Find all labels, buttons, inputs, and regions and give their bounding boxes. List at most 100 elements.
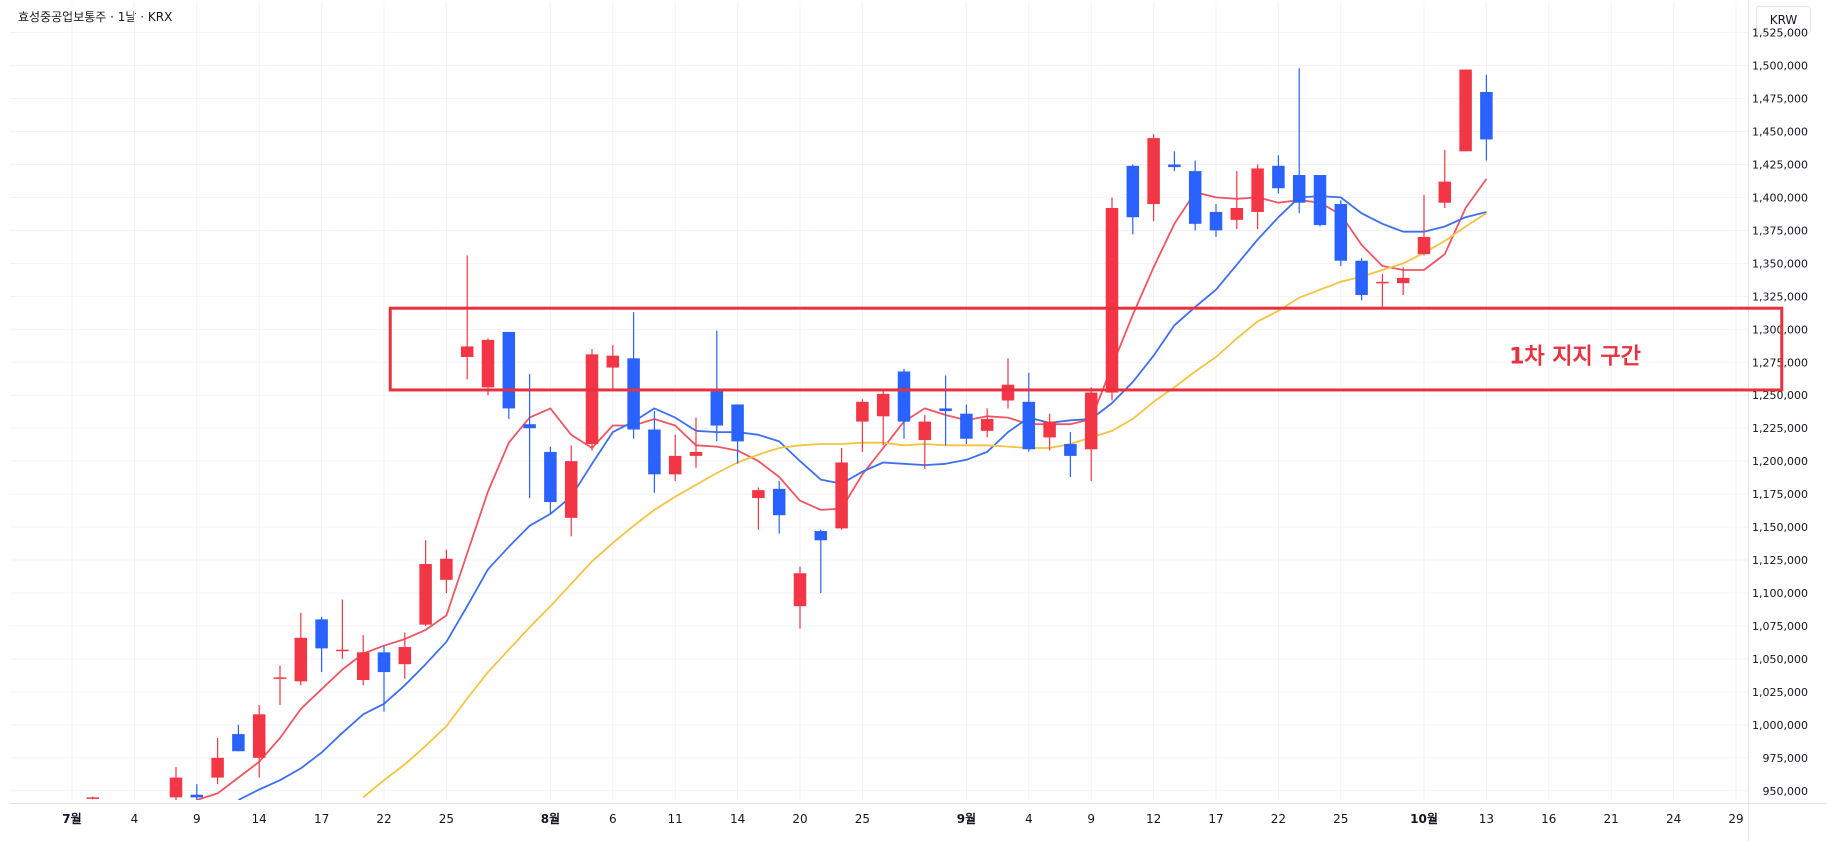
candle-up (398, 647, 412, 665)
y-tick-label: 1,475,000 (1752, 93, 1808, 106)
candle-up (1438, 181, 1452, 203)
x-tick-label: 4 (131, 812, 139, 826)
candle-up (668, 455, 682, 475)
y-tick-label: 1,225,000 (1752, 422, 1808, 435)
y-tick-label: 1,500,000 (1752, 60, 1808, 73)
candle-down (1209, 211, 1223, 231)
candle-down (1188, 171, 1202, 224)
y-tick-label: 1,050,000 (1752, 653, 1808, 666)
x-tick-label: 14 (730, 812, 745, 826)
candle-up (440, 558, 453, 580)
x-tick-label: 25 (439, 812, 454, 826)
candle-up (585, 354, 599, 445)
candle-down (232, 734, 245, 752)
candle-up (460, 346, 474, 357)
x-tick-label: 25 (1333, 812, 1348, 826)
x-tick-label: 25 (855, 812, 870, 826)
y-tick-label: 1,275,000 (1752, 356, 1808, 369)
y-tick-label: 1,100,000 (1752, 587, 1808, 600)
candle-up (564, 461, 578, 518)
x-tick-label: 11 (668, 812, 683, 826)
y-tick-label: 950,000 (1763, 785, 1809, 798)
y-tick-label: 1,300,000 (1752, 323, 1808, 336)
candle-down (731, 404, 744, 442)
candle-down (190, 794, 204, 798)
y-tick-label: 975,000 (1763, 752, 1809, 765)
y-tick-label: 1,075,000 (1752, 620, 1808, 633)
candle-down (939, 408, 952, 412)
x-tick-label: 9 (193, 812, 201, 826)
y-tick-label: 1,000,000 (1752, 719, 1808, 732)
x-tick-label: 29 (1728, 812, 1743, 826)
candle-up (1376, 281, 1389, 284)
x-tick-label: 13 (1479, 812, 1494, 826)
x-tick-label: 7월 (62, 811, 81, 826)
candle-down (814, 531, 828, 541)
chart-title: 효성중공업보통주 · 1날 · KRX (18, 10, 173, 24)
candle-down (315, 619, 328, 649)
y-tick-label: 1,125,000 (1752, 554, 1808, 567)
candle-up (918, 421, 932, 441)
x-tick-label: 16 (1541, 812, 1556, 826)
candle-up (356, 652, 370, 681)
candle-down (1168, 164, 1181, 168)
moving-average-line-3 (362, 212, 1487, 799)
candle-down (1480, 91, 1493, 140)
candle-up (1147, 138, 1160, 205)
candle-up (252, 714, 266, 758)
candle-down (710, 391, 724, 426)
candle-up (752, 490, 765, 499)
x-tick-label: 20 (792, 812, 807, 826)
plot-area (86, 68, 1493, 800)
candle-down (1064, 444, 1077, 456)
y-tick-label: 1,025,000 (1752, 686, 1808, 699)
candle-down (1334, 204, 1348, 261)
candle-up (169, 777, 183, 798)
candle-down (1313, 175, 1327, 226)
candle-up (1459, 69, 1472, 152)
candle-down (377, 652, 391, 673)
support-zone-label: 1차 지지 구간 (1509, 345, 1641, 370)
y-tick-label: 1,525,000 (1752, 27, 1808, 40)
candle-down (523, 424, 536, 429)
candle-down (648, 429, 661, 475)
x-tick-label: 22 (1271, 812, 1286, 826)
candle-up (1001, 384, 1015, 401)
y-tick-label: 1,250,000 (1752, 389, 1808, 402)
candle-down (1292, 175, 1306, 203)
candle-up (1105, 207, 1119, 393)
x-tick-label: 12 (1146, 812, 1161, 826)
candle-down (772, 488, 786, 516)
candle-up (336, 649, 349, 652)
y-tick-label: 1,375,000 (1752, 224, 1808, 237)
candle-down (960, 413, 973, 439)
candle-down (1022, 401, 1036, 450)
x-tick-label: 6 (609, 812, 617, 826)
candle-up (1230, 207, 1244, 220)
candle-down (502, 331, 516, 409)
candle-down (544, 451, 557, 503)
x-tick-label: 17 (1208, 812, 1223, 826)
candle-down (1126, 165, 1140, 218)
candle-up (86, 797, 100, 799)
candle-up (1043, 421, 1056, 438)
candle-up (1396, 277, 1410, 284)
x-tick-label: 9월 (957, 811, 976, 826)
y-tick-label: 1,150,000 (1752, 521, 1808, 534)
candle-up (876, 393, 890, 417)
y-tick-label: 1,175,000 (1752, 488, 1808, 501)
candle-up (1251, 168, 1264, 212)
y-tick-label: 1,425,000 (1752, 158, 1808, 171)
candle-down (627, 358, 640, 430)
candle-down (897, 371, 911, 422)
candle-up (689, 451, 703, 456)
x-tick-label: 10월 (1410, 811, 1438, 826)
currency-button[interactable]: KRW (1756, 6, 1811, 34)
y-tick-label: 1,325,000 (1752, 290, 1808, 303)
candle-up (835, 462, 848, 529)
y-tick-label: 1,450,000 (1752, 126, 1808, 139)
candle-up (481, 339, 495, 388)
support-zone-box (388, 306, 1784, 392)
candle-up (1084, 392, 1098, 450)
